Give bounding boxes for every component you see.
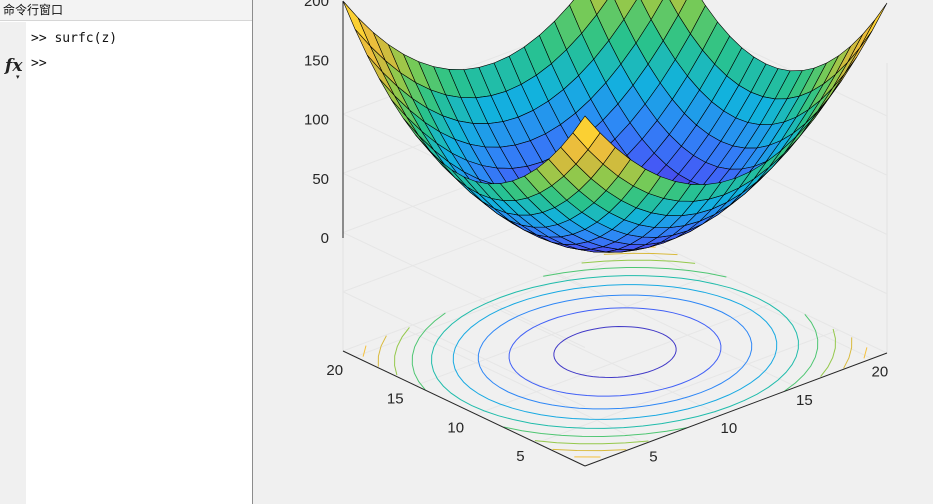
surface-patch (859, 2, 888, 49)
fx-function-browser-icon[interactable]: fx ▾ (5, 56, 23, 81)
grid-x-line (554, 271, 797, 388)
grid-z-line (342, 237, 646, 352)
surface-patch (572, 115, 601, 151)
x-tick-label: 5 (649, 448, 657, 465)
contour-line (452, 284, 778, 420)
contour-line (431, 275, 799, 429)
figure-area: 0 50 100 150 200 5 10 15 20 5 10 15 20 (253, 0, 933, 504)
y-axis-line (342, 350, 586, 467)
z-tick-label: 150 (304, 52, 329, 69)
tick-labels: 0 50 100 150 200 5 10 15 20 5 10 15 20 (304, 0, 888, 465)
grid-x-line (629, 243, 873, 360)
y-tick-label: 10 (447, 419, 464, 436)
command-prompt-line[interactable]: >> (31, 56, 47, 71)
axes-lines (342, 1, 888, 467)
grid-y-line (536, 329, 839, 444)
grid-y-line (475, 300, 779, 415)
command-window-panel: 命令行窗口 >> surfc(z) >> fx ▾ (0, 0, 253, 504)
x-axis-line (584, 352, 888, 467)
contour-line (377, 252, 853, 452)
y-tick-label: 5 (516, 448, 524, 465)
contour-line (508, 307, 722, 397)
grid-x-line (403, 327, 646, 444)
grid-z-line (644, 237, 888, 354)
x-tick-label: 15 (796, 392, 813, 409)
surface-patch (847, 19, 876, 63)
contour-line (411, 266, 819, 438)
grid-z-line (342, 172, 586, 289)
x-tick-label: 10 (721, 420, 738, 437)
grid-z-line (342, 232, 586, 348)
contour-line (553, 325, 677, 379)
y-tick-label: 15 (387, 391, 404, 408)
surface-mesh (342, 0, 888, 253)
command-window-title: 命令行窗口 (0, 0, 252, 21)
command-window-gutter (0, 22, 26, 504)
z-tick-label: 0 (321, 230, 329, 247)
grid-y-line (354, 243, 658, 358)
z-tick-label: 100 (304, 112, 329, 129)
surface-plot[interactable]: 0 50 100 150 200 5 10 15 20 5 10 15 20 (253, 0, 933, 504)
command-history-line: >> surfc(z) (31, 31, 118, 46)
z-tick-label: 200 (304, 0, 329, 10)
y-tick-label: 20 (326, 362, 343, 379)
z-tick-label: 50 (312, 171, 329, 188)
contour-line (477, 294, 753, 410)
surface-patch (342, 0, 371, 47)
contour-line (394, 259, 836, 445)
x-tick-label: 20 (872, 364, 889, 381)
fx-dropdown-icon: ▾ (16, 72, 20, 81)
grid-x-line (478, 299, 722, 416)
fx-label: fx (5, 56, 23, 76)
grid-y-line (415, 272, 718, 386)
